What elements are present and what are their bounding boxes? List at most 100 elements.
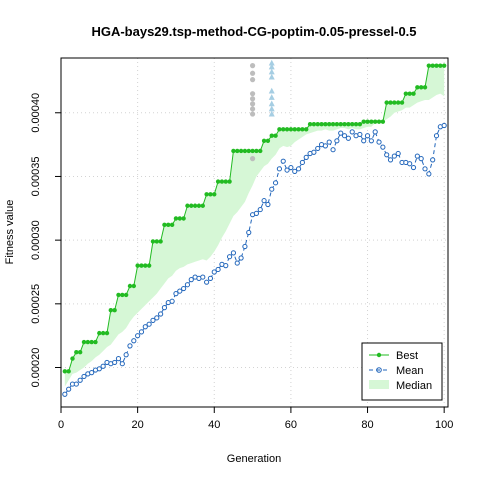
mean-point xyxy=(272,180,279,186)
best-point xyxy=(258,148,263,154)
y-tick-label: 0.00035 xyxy=(30,157,42,197)
mean-point xyxy=(81,373,87,380)
best-point xyxy=(311,122,317,127)
mean-point xyxy=(433,133,440,139)
best-point xyxy=(85,339,91,345)
mean-point xyxy=(150,317,156,323)
mean-point xyxy=(158,311,164,317)
mean-point xyxy=(119,361,125,367)
best-point xyxy=(384,100,389,105)
jitter-point-blue xyxy=(268,110,275,117)
mean-point xyxy=(357,131,363,138)
best-point xyxy=(235,148,240,154)
best-point xyxy=(93,339,98,345)
best-point xyxy=(388,100,393,105)
mean-point xyxy=(246,229,252,236)
best-point xyxy=(177,216,182,221)
mean-point xyxy=(215,266,221,273)
mean-point xyxy=(265,201,271,208)
mean-point xyxy=(238,255,244,261)
best-point xyxy=(154,239,159,244)
legend-median-label: Median xyxy=(396,380,432,392)
best-point xyxy=(361,119,366,124)
mean-point xyxy=(253,210,260,216)
jitter-point-blue xyxy=(268,87,275,94)
best-point xyxy=(143,263,148,268)
best-point xyxy=(261,138,267,143)
jitter-point-grey xyxy=(249,96,256,102)
mean-point xyxy=(207,275,214,281)
best-point xyxy=(242,148,248,154)
best-point xyxy=(89,339,94,345)
best-point xyxy=(204,192,209,197)
best-point xyxy=(212,192,217,197)
mean-point xyxy=(131,338,137,344)
mean-point xyxy=(62,391,68,397)
mean-point xyxy=(146,321,152,327)
x-tick-label: 60 xyxy=(285,419,297,431)
mean-point xyxy=(123,352,129,358)
best-point xyxy=(376,119,382,124)
best-point xyxy=(281,127,286,132)
best-point xyxy=(139,263,144,268)
mean-point xyxy=(326,139,332,145)
best-point xyxy=(288,127,294,132)
jitter-point-blue xyxy=(268,105,275,112)
mean-point xyxy=(384,152,390,158)
legend-box xyxy=(361,342,443,401)
best-point xyxy=(135,263,140,268)
mean-point xyxy=(138,329,145,335)
mean-point xyxy=(127,343,133,349)
mean-point xyxy=(142,324,148,330)
best-point xyxy=(438,63,443,68)
mean-layer xyxy=(62,122,447,397)
best-point xyxy=(342,122,347,127)
best-point xyxy=(434,63,439,68)
best-point xyxy=(189,203,194,208)
jitter-point-blue xyxy=(268,73,275,80)
best-point xyxy=(181,216,186,221)
mean-point xyxy=(115,355,122,362)
mean-point xyxy=(391,153,397,159)
best-point xyxy=(208,192,213,197)
best-point xyxy=(70,356,75,361)
mean-point xyxy=(161,305,168,311)
best-point xyxy=(120,292,125,298)
best-point xyxy=(300,127,305,132)
best-point xyxy=(269,133,274,138)
mean-point xyxy=(177,288,183,294)
mean-point xyxy=(292,168,298,174)
best-point xyxy=(123,292,129,298)
best-point xyxy=(215,179,221,184)
mean-point xyxy=(135,333,141,339)
median-layer xyxy=(64,65,445,387)
best-point xyxy=(346,122,351,127)
best-point xyxy=(315,122,320,127)
best-point xyxy=(66,369,71,374)
x-tick-label: 100 xyxy=(435,419,453,431)
best-point xyxy=(426,63,432,68)
mean-point xyxy=(77,377,83,383)
mean-point xyxy=(410,164,417,171)
best-point xyxy=(411,91,416,96)
mean-point xyxy=(173,291,179,297)
mean-point xyxy=(387,157,394,163)
x-tick-label: 20 xyxy=(132,419,144,431)
mean-point xyxy=(380,144,386,150)
best-point xyxy=(350,122,355,127)
jitter-point-grey xyxy=(249,63,256,69)
best-point xyxy=(74,350,79,355)
best-point xyxy=(246,148,251,154)
best-point xyxy=(223,179,228,184)
mean-point xyxy=(181,285,187,292)
mean-point xyxy=(200,274,206,280)
legend-mean-marker xyxy=(376,367,382,373)
best-point xyxy=(323,122,328,127)
x-axis: 0 20 40 60 80 100 xyxy=(58,406,453,431)
best-point xyxy=(173,216,179,221)
best-point xyxy=(307,122,313,127)
chart-title: HGA-bays29.tsp-method-CG-poptim-0.05-pre… xyxy=(91,24,416,39)
best-point xyxy=(327,122,332,127)
mean-point xyxy=(89,370,95,376)
best-point xyxy=(319,122,324,127)
